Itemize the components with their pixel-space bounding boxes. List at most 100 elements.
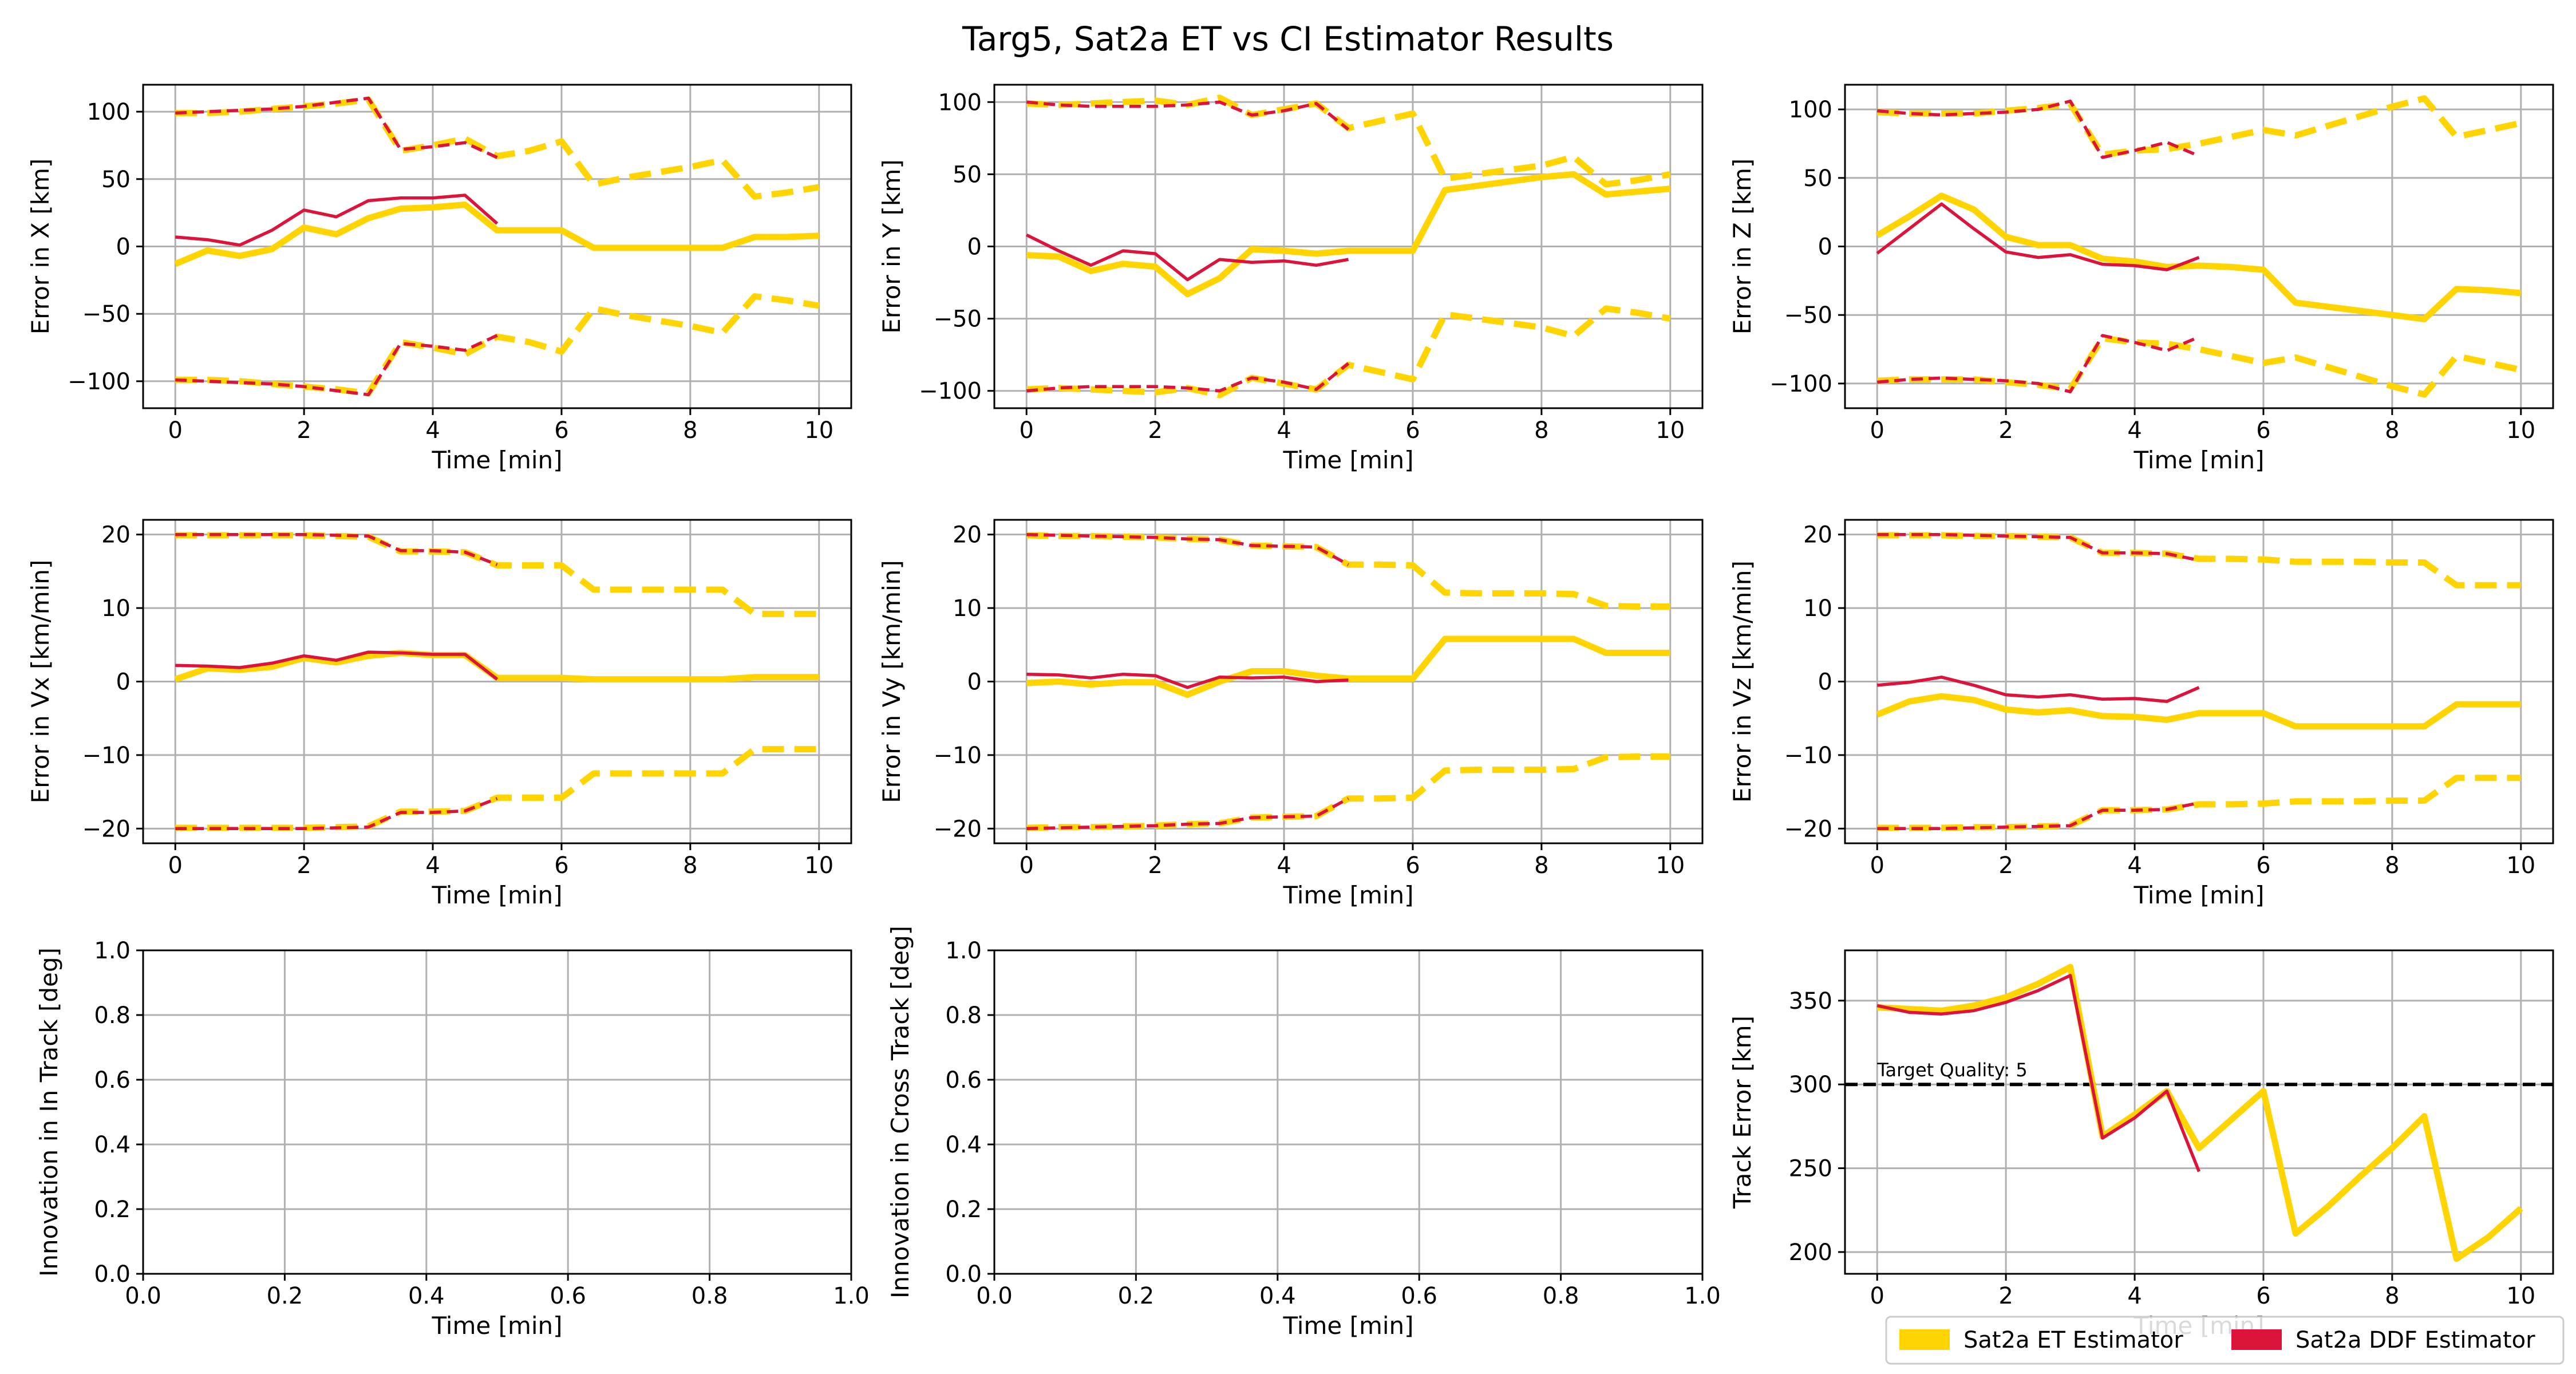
y-tick-label: 350 (1789, 988, 1832, 1014)
y-tick-label: 0.6 (945, 1067, 982, 1093)
y-tick-label: 0 (1818, 669, 1832, 696)
ddf-bound-line (1026, 797, 1349, 831)
x-tick-label: 10 (804, 417, 833, 444)
x-tick-label: 0.8 (1543, 1283, 1579, 1309)
ddf-bound-line (175, 96, 498, 159)
y-tick-label: 50 (101, 167, 131, 193)
figure-title: Targ5, Sat2a ET vs CI Estimator Results (962, 19, 1614, 58)
y-tick-label: 1.0 (94, 938, 131, 964)
x-tick-label: 10 (2506, 852, 2535, 879)
subplot-3: 0 2 4 6 8 10 −100 −50 0 50 100 Time [min] Error in Z… (1728, 84, 2554, 474)
legend-label: Sat2a DDF Estimator (2296, 1327, 2535, 1353)
y-tick-label: 0 (967, 234, 982, 260)
x-tick-label: 1.0 (833, 1283, 870, 1309)
y-tick-label: 0.2 (945, 1197, 982, 1223)
x-tick-label: 8 (2385, 1283, 2399, 1309)
subplot-1: 0 2 4 6 8 10 −100 −50 0 50 100 Time [min] Error in X… (26, 84, 852, 474)
x-axis-label: Time [min] (1282, 1312, 1413, 1340)
et-track-line (1876, 964, 2523, 1262)
x-tick-label: 6 (2256, 852, 2270, 879)
x-tick-label: 2 (297, 852, 311, 879)
y-tick-label: −50 (934, 306, 982, 333)
x-tick-label: 0 (168, 417, 183, 444)
axes-frame (1844, 949, 2554, 1275)
y-tick-label: 0.4 (94, 1132, 131, 1158)
x-tick-label: 0.6 (1401, 1283, 1437, 1309)
y-axis-label: Error in Vz [km/min] (1728, 560, 1756, 803)
axes-frame (142, 949, 852, 1275)
subplot-8: 0.0 0.2 0.4 0.6 0.8 1.0 0.0 0.2 0.4 0.6 0.8 1.0 Time… (886, 926, 1721, 1340)
x-tick-label: 6 (1405, 417, 1420, 444)
y-tick-label: −100 (919, 378, 982, 405)
y-tick-label: 20 (1803, 522, 1832, 548)
et-error-line (1026, 635, 1670, 698)
x-tick-label: 8 (683, 852, 697, 879)
y-tick-label: 200 (1789, 1239, 1832, 1266)
x-tick-label: 0 (168, 852, 183, 879)
ddf-error-line (1026, 672, 1349, 689)
y-tick-label: 0.4 (945, 1132, 982, 1158)
ddf-bound-line (175, 797, 498, 831)
y-tick-label: 10 (101, 595, 131, 622)
x-tick-label: 4 (2127, 417, 2142, 444)
legend-swatch (2231, 1329, 2282, 1350)
ddf-bound-line (1026, 362, 1350, 393)
y-axis-label: Innovation in Cross Track [deg] (886, 926, 914, 1298)
et-error-line (174, 202, 820, 267)
ddf-error-line (1876, 676, 2200, 703)
y-tick-label: 0.0 (94, 1261, 131, 1288)
plot-area (1026, 532, 1670, 831)
y-tick-label: 100 (938, 89, 982, 116)
y-tick-label: −20 (934, 816, 982, 842)
axes-frame (993, 949, 1704, 1275)
y-tick-label: 0.2 (94, 1197, 131, 1223)
x-tick-label: 4 (425, 417, 440, 444)
y-axis-label: Error in X [km] (26, 159, 54, 335)
target-quality-label: Target Quality: 5 (1876, 1059, 2028, 1081)
y-tick-label: −10 (82, 743, 131, 769)
x-tick-label: 6 (554, 417, 568, 444)
x-tick-label: 8 (1534, 417, 1548, 444)
subplot-6: 0 2 4 6 8 10 −20 −10 0 10 20 Time [min] Error in Vz … (1728, 519, 2554, 909)
x-tick-label: 0.6 (550, 1283, 586, 1309)
y-tick-label: 0 (116, 669, 131, 696)
y-tick-label: 10 (953, 595, 982, 622)
x-tick-label: 6 (1405, 852, 1420, 879)
x-axis-label: Time [min] (431, 881, 562, 909)
x-tick-label: 0 (1870, 1283, 1884, 1309)
y-axis-label: Track Error [km] (1728, 1016, 1756, 1209)
y-tick-label: −10 (934, 743, 982, 769)
y-axis-label: Error in Vy [km/min] (878, 560, 906, 803)
x-tick-label: 8 (1534, 852, 1548, 879)
x-tick-label: 8 (2385, 417, 2399, 444)
x-tick-label: 4 (1277, 852, 1291, 879)
ddf-bound-line (175, 532, 498, 566)
y-tick-label: −20 (1784, 816, 1832, 842)
y-axis-label: Error in Vx [km/min] (26, 560, 54, 804)
x-tick-label: 0.4 (1259, 1283, 1296, 1309)
x-tick-label: 0.4 (408, 1283, 445, 1309)
ddf-bound-line (1877, 532, 2200, 562)
et-error-line (1026, 171, 1671, 298)
ddf-error-line (1025, 233, 1349, 282)
ddf-error-line (175, 194, 499, 247)
plot-area (1876, 964, 2523, 1262)
legend-label: Sat2a ET Estimator (1963, 1327, 2183, 1353)
x-tick-label: 2 (1148, 417, 1162, 444)
x-tick-label: 10 (804, 852, 833, 879)
x-tick-label: 0.0 (125, 1283, 161, 1309)
x-tick-label: 0.8 (692, 1283, 728, 1309)
x-tick-label: 10 (1656, 417, 1685, 444)
x-tick-label: 10 (1656, 852, 1685, 879)
x-tick-label: 8 (683, 417, 697, 444)
x-tick-label: 2 (1148, 852, 1162, 879)
x-tick-label: 4 (1277, 417, 1291, 444)
plot-area (1875, 95, 2522, 398)
y-tick-label: −100 (68, 369, 131, 395)
ddf-bound-line (1876, 99, 2200, 159)
et-error-line (1876, 693, 2521, 730)
x-axis-label: Time [min] (1282, 446, 1413, 474)
x-tick-label: 2 (297, 417, 311, 444)
y-tick-label: 300 (1789, 1072, 1832, 1098)
